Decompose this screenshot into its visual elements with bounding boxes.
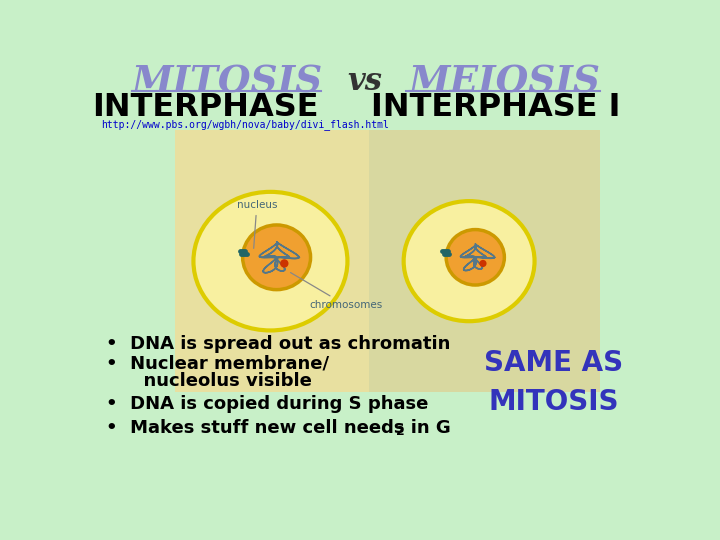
Text: SAME AS
MITOSIS: SAME AS MITOSIS: [485, 348, 624, 416]
Ellipse shape: [404, 201, 534, 321]
Bar: [369, 130, 600, 392]
Text: nucleolus visible: nucleolus visible: [106, 372, 312, 389]
Text: •  Makes stuff new cell needs in G: • Makes stuff new cell needs in G: [106, 419, 451, 437]
Ellipse shape: [194, 192, 348, 330]
Ellipse shape: [243, 225, 310, 289]
Text: 2: 2: [396, 425, 405, 438]
Text: MITOSIS: MITOSIS: [131, 63, 322, 100]
Bar: [175, 130, 369, 392]
Text: INTERPHASE: INTERPHASE: [92, 92, 319, 124]
Text: http://www.pbs.org/wgbh/nova/baby/divi_flash.html: http://www.pbs.org/wgbh/nova/baby/divi_f…: [101, 119, 389, 130]
Text: vs: vs: [348, 66, 382, 97]
Circle shape: [480, 260, 487, 267]
Text: MEIOSIS: MEIOSIS: [408, 63, 600, 100]
Ellipse shape: [446, 230, 505, 285]
Text: •  DNA is copied during S phase: • DNA is copied during S phase: [106, 395, 428, 413]
Text: •  DNA is spread out as chromatin: • DNA is spread out as chromatin: [106, 335, 450, 353]
Text: •  Nuclear membrane/: • Nuclear membrane/: [106, 355, 329, 373]
Circle shape: [280, 259, 289, 268]
Text: nucleus: nucleus: [237, 200, 277, 248]
Text: INTERPHASE I: INTERPHASE I: [372, 92, 621, 124]
Text: chromosomes: chromosomes: [291, 273, 382, 310]
